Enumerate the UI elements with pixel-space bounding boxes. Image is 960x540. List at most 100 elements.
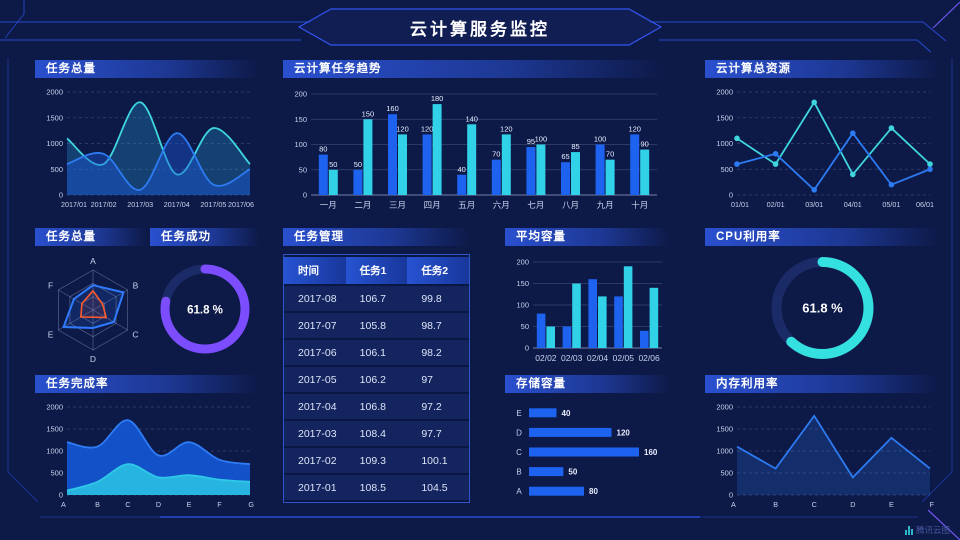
svg-text:04/01: 04/01 bbox=[844, 200, 862, 209]
svg-text:三月: 三月 bbox=[389, 200, 406, 210]
cloud-task-trend-bar-chart: 0 50 100 150 200 一月 80 50 二月 50 150 三月 160 120 四月 120 18… bbox=[283, 78, 665, 215]
svg-text:61.8 %: 61.8 % bbox=[802, 301, 843, 316]
completion-rate-area-chart: 0 500 1000 1500 2000 A B C D E F G bbox=[35, 393, 260, 515]
svg-text:八月: 八月 bbox=[562, 200, 579, 210]
svg-text:C: C bbox=[812, 500, 817, 509]
svg-text:500: 500 bbox=[50, 165, 63, 174]
svg-text:D: D bbox=[156, 500, 161, 509]
panel-avg-capacity: 平均容量 0 50 100 150 200 02/02 02/03 02/04 02/05 02/… bbox=[505, 228, 670, 368]
svg-text:A: A bbox=[90, 256, 96, 266]
panel-header: 任务完成率 bbox=[35, 375, 260, 393]
svg-text:40: 40 bbox=[562, 409, 571, 418]
svg-text:100: 100 bbox=[594, 135, 607, 144]
panel-cpu-usage: CPU利用率 61.8 % bbox=[705, 228, 940, 368]
panel-header: 云计算总资源 bbox=[705, 60, 940, 78]
panel-task-success: 任务成功 61.8 % bbox=[150, 228, 260, 370]
svg-text:E: E bbox=[187, 500, 192, 509]
svg-text:E: E bbox=[516, 409, 521, 418]
svg-text:2000: 2000 bbox=[46, 88, 63, 97]
cloud-resources-line-chart: 0 500 1000 1500 2000 01/01 02/01 03/01 04/01 05/0… bbox=[705, 78, 940, 215]
panel-completion-rate: 任务完成率 0 500 1000 1500 2000 A B C D E F G bbox=[35, 375, 260, 515]
svg-text:200: 200 bbox=[516, 258, 529, 267]
svg-text:100: 100 bbox=[516, 301, 529, 310]
svg-text:95: 95 bbox=[527, 137, 535, 146]
svg-text:C: C bbox=[132, 330, 138, 340]
svg-text:1500: 1500 bbox=[716, 113, 733, 122]
svg-text:G: G bbox=[248, 500, 254, 509]
svg-text:2017/05: 2017/05 bbox=[200, 200, 226, 209]
svg-text:B: B bbox=[133, 281, 139, 291]
svg-text:05/01: 05/01 bbox=[882, 200, 900, 209]
svg-text:80: 80 bbox=[319, 145, 327, 154]
panel-cloud-task-trend: 云计算任务趋势 0 50 100 150 200 一月 80 50 二月 50 150 三月 160 12… bbox=[283, 60, 665, 215]
svg-text:1000: 1000 bbox=[716, 447, 733, 456]
svg-text:1500: 1500 bbox=[46, 425, 63, 434]
svg-text:65: 65 bbox=[561, 152, 569, 161]
svg-text:F: F bbox=[48, 281, 53, 291]
table-row[interactable]: 2017-02 109.3 100.1 bbox=[284, 448, 469, 473]
svg-text:40: 40 bbox=[458, 165, 466, 174]
svg-text:A: A bbox=[516, 487, 522, 496]
svg-text:150: 150 bbox=[362, 109, 375, 118]
table-row[interactable]: 2017-01 108.5 104.5 bbox=[284, 475, 469, 500]
svg-text:02/05: 02/05 bbox=[613, 353, 635, 363]
table-row[interactable]: 2017-03 108.4 97.7 bbox=[284, 421, 469, 446]
svg-text:120: 120 bbox=[396, 124, 409, 133]
svg-text:2017/06: 2017/06 bbox=[228, 200, 254, 209]
svg-text:二月: 二月 bbox=[354, 200, 371, 210]
svg-text:500: 500 bbox=[720, 469, 733, 478]
page-title: 云计算服务监控 bbox=[410, 20, 550, 39]
panel-header: 存储容量 bbox=[505, 375, 670, 393]
svg-text:150: 150 bbox=[516, 279, 529, 288]
svg-text:C: C bbox=[516, 448, 522, 457]
svg-text:七月: 七月 bbox=[527, 200, 544, 210]
svg-text:0: 0 bbox=[303, 191, 307, 200]
svg-text:50: 50 bbox=[354, 160, 362, 169]
svg-text:2000: 2000 bbox=[716, 403, 733, 412]
table-row[interactable]: 2017-07 105.8 98.7 bbox=[284, 313, 469, 338]
svg-text:02/04: 02/04 bbox=[587, 353, 609, 363]
tasks-radar-chart: A B C D E F bbox=[35, 246, 147, 370]
panel-cloud-resources: 云计算总资源 0 500 1000 1500 2000 01/01 02/01 03/01 04… bbox=[705, 60, 940, 215]
svg-text:1000: 1000 bbox=[716, 139, 733, 148]
svg-text:2000: 2000 bbox=[46, 403, 63, 412]
svg-text:100: 100 bbox=[294, 140, 307, 149]
svg-text:1000: 1000 bbox=[46, 139, 63, 148]
svg-text:A: A bbox=[731, 500, 736, 509]
table-header-cell: 任务1 bbox=[345, 257, 408, 284]
task-management-table: 时间 任务1 任务2 2017-08 106.7 99.8 2017-07 105.8 98.7… bbox=[283, 254, 470, 503]
svg-text:0: 0 bbox=[59, 491, 63, 500]
svg-text:D: D bbox=[516, 428, 522, 437]
table-row[interactable]: 2017-05 106.2 97 bbox=[284, 367, 469, 392]
svg-text:100: 100 bbox=[535, 135, 548, 144]
svg-text:B: B bbox=[95, 500, 100, 509]
logo-icon bbox=[904, 525, 913, 535]
panel-header: CPU利用率 bbox=[705, 228, 940, 246]
table-row[interactable]: 2017-04 106.8 97.2 bbox=[284, 394, 469, 419]
svg-text:80: 80 bbox=[589, 487, 598, 496]
svg-text:06/01: 06/01 bbox=[916, 200, 934, 209]
svg-text:0: 0 bbox=[59, 191, 63, 200]
svg-text:150: 150 bbox=[294, 115, 307, 124]
svg-text:70: 70 bbox=[606, 150, 614, 159]
svg-text:1000: 1000 bbox=[46, 447, 63, 456]
panel-task-management: 任务管理 时间 任务1 任务2 2017-08 106.7 99.8 2017-07 105.… bbox=[283, 228, 470, 516]
panel-header: 内存利用率 bbox=[705, 375, 940, 393]
svg-text:0: 0 bbox=[525, 344, 529, 353]
svg-text:1500: 1500 bbox=[46, 113, 63, 122]
svg-text:500: 500 bbox=[720, 165, 733, 174]
svg-text:85: 85 bbox=[571, 142, 579, 151]
svg-text:2017/04: 2017/04 bbox=[164, 200, 190, 209]
tasks-total-area-chart: 0 500 1000 1500 2000 2017/01 2017/02 2017/03 201… bbox=[35, 78, 260, 215]
svg-text:50: 50 bbox=[521, 322, 529, 331]
svg-text:120: 120 bbox=[628, 124, 641, 133]
svg-text:50: 50 bbox=[299, 165, 307, 174]
svg-text:03/01: 03/01 bbox=[805, 200, 823, 209]
svg-text:500: 500 bbox=[50, 469, 63, 478]
svg-text:120: 120 bbox=[421, 124, 434, 133]
table-row[interactable]: 2017-08 106.7 99.8 bbox=[284, 286, 469, 311]
panel-header: 任务成功 bbox=[150, 228, 260, 246]
svg-text:01/01: 01/01 bbox=[731, 200, 749, 209]
table-row[interactable]: 2017-06 106.1 98.2 bbox=[284, 340, 469, 365]
